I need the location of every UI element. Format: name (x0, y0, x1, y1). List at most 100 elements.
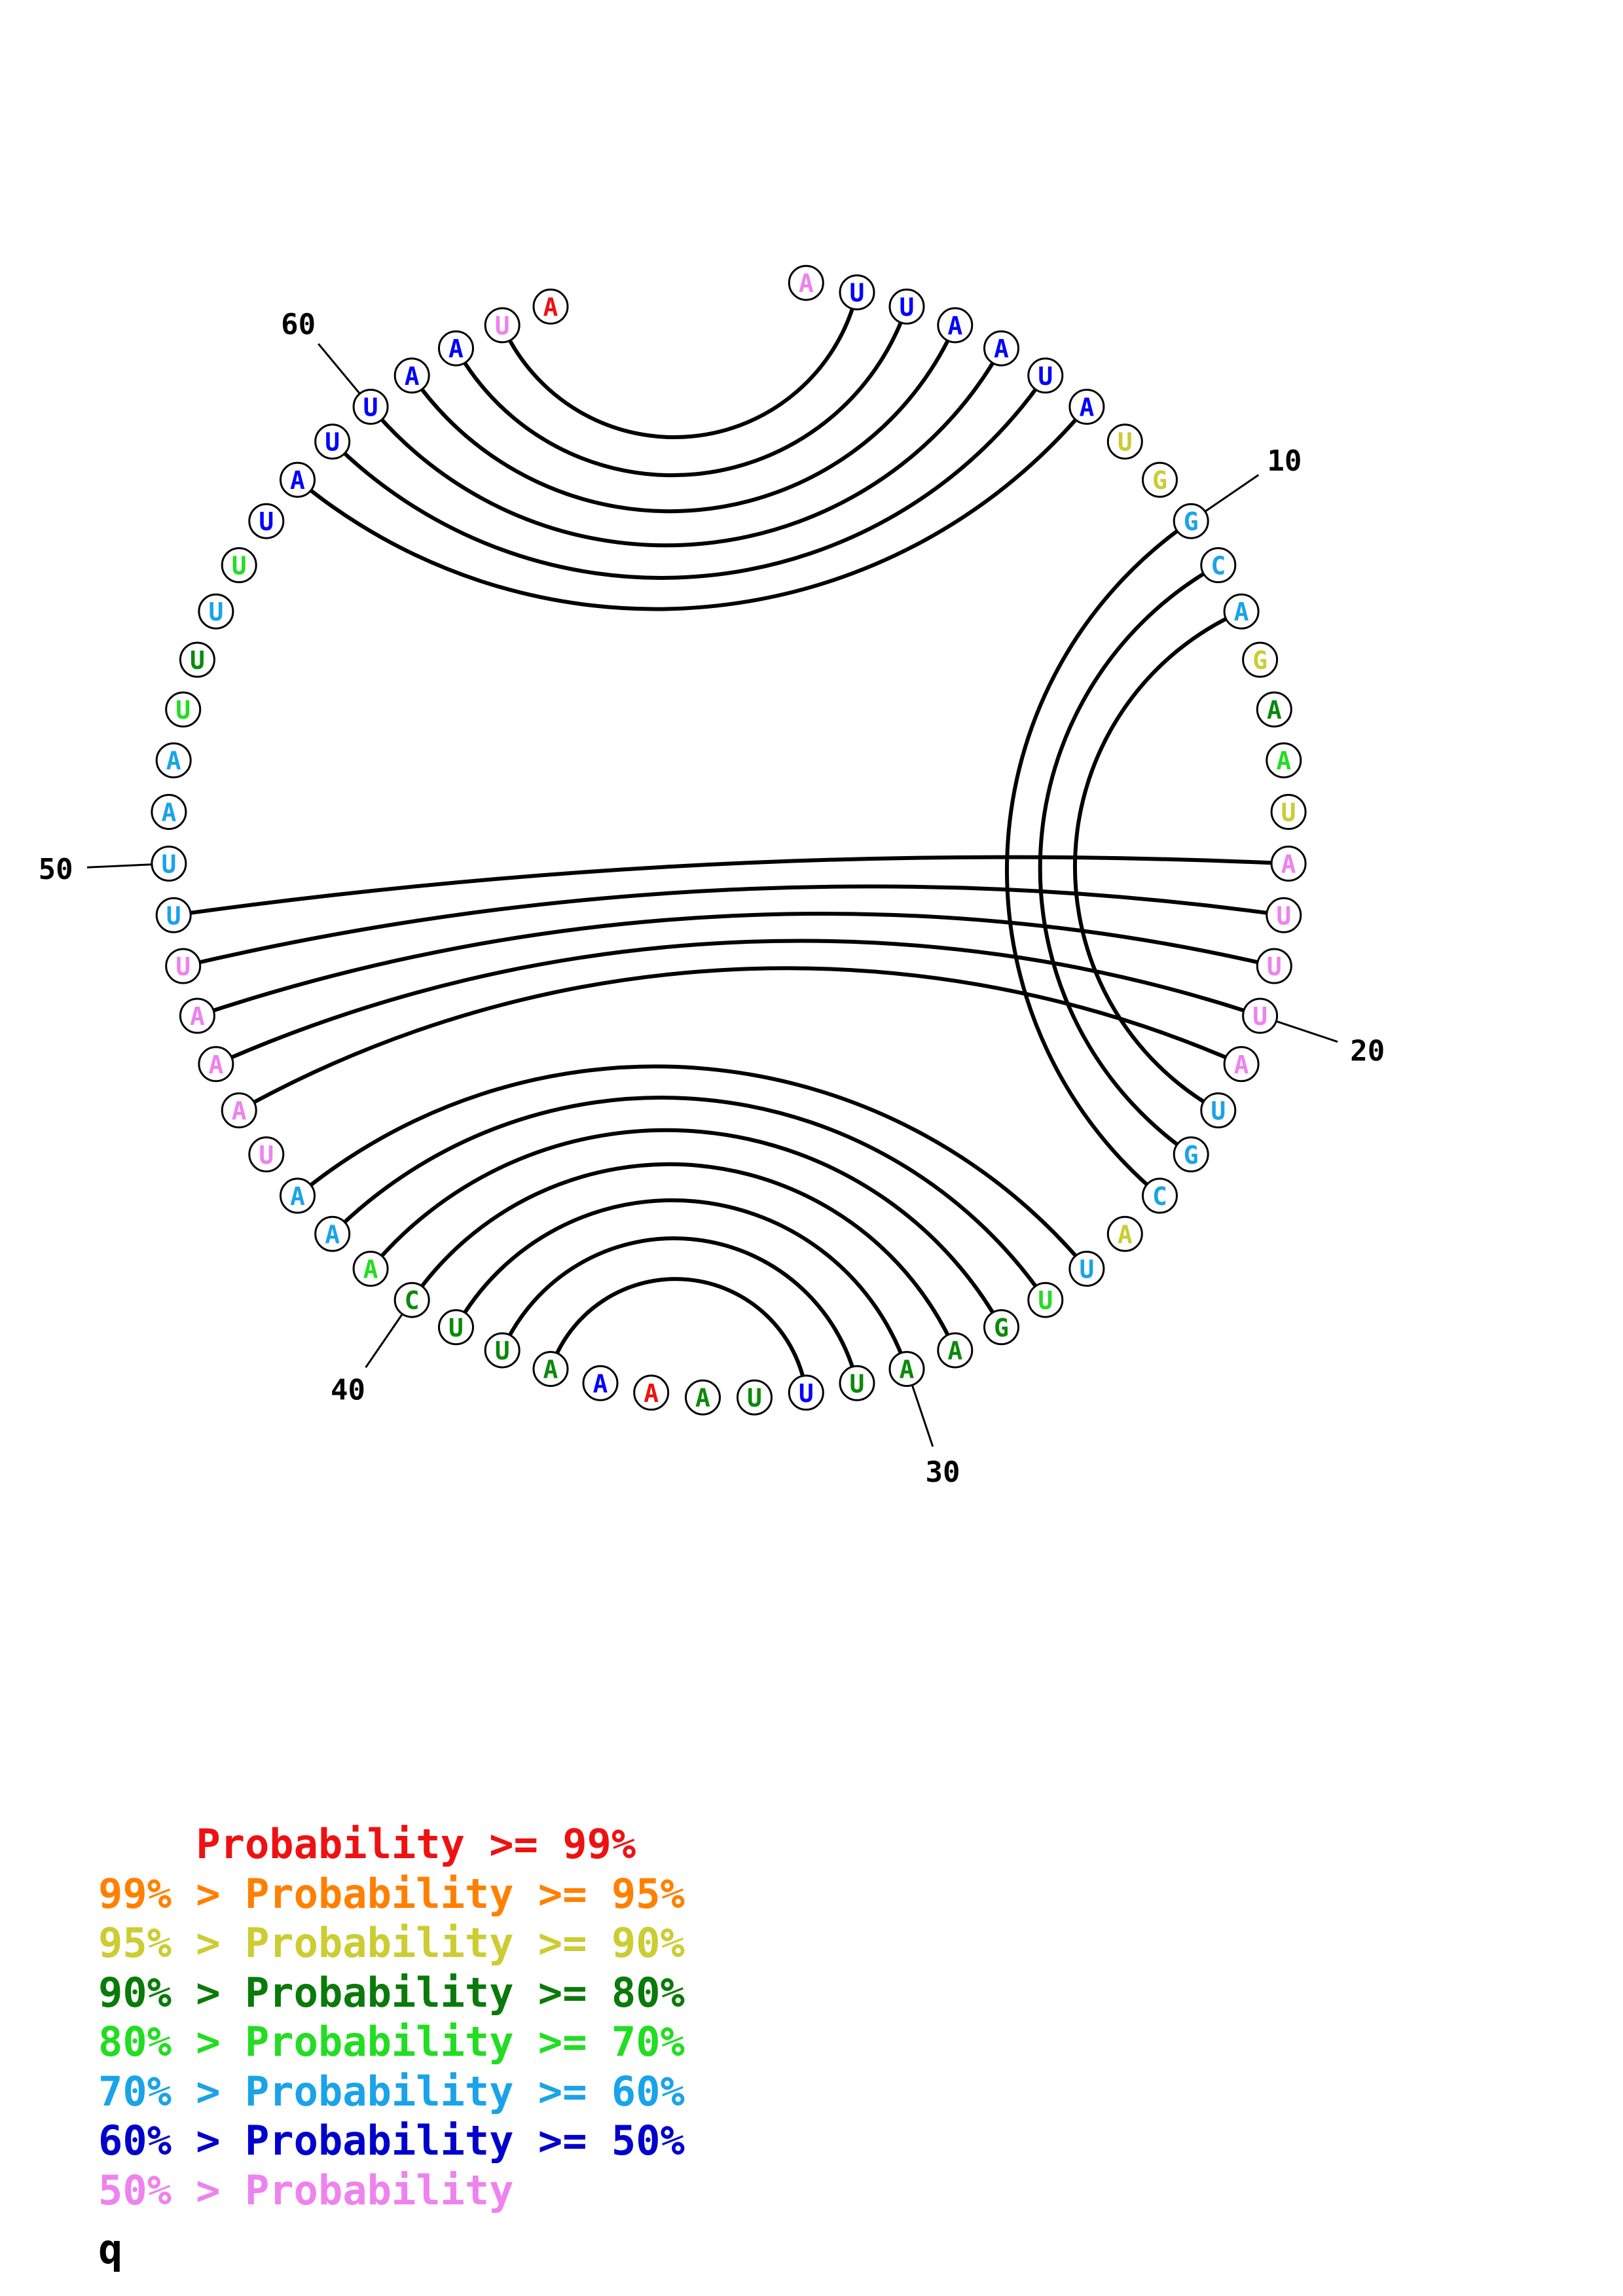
nucleotide-base-34: A (695, 1384, 710, 1412)
legend-threshold: 95% > (98, 1919, 245, 1967)
nucleotide-6: U (1027, 357, 1064, 394)
nucleotide-base-30: A (900, 1355, 915, 1384)
base-pair-arc-27-42 (331, 1096, 1048, 1301)
nucleotide-24: C (1142, 1177, 1178, 1214)
position-label-60: 60 (281, 308, 316, 342)
nucleotide-11: C (1200, 547, 1237, 583)
nucleotide-60: U (352, 389, 389, 425)
position-label-20: 20 (1350, 1035, 1385, 1068)
base-pair-arcs (173, 292, 1289, 1393)
nucleotide-base-8: U (1118, 428, 1133, 457)
nucleotide-base-28: G (994, 1314, 1009, 1342)
nucleotide-base-40: C (405, 1286, 420, 1315)
legend-row-6: 60% > Probability >= 50% (98, 2116, 685, 2166)
nucleotide-5: A (983, 330, 1019, 367)
legend-threshold: 80% > (98, 2018, 245, 2066)
nucleotide-9: G (1142, 461, 1178, 498)
nucleotide-base-41: A (363, 1255, 378, 1284)
nucleotide-base-54: U (190, 646, 205, 675)
position-ticks: 10 20 30 40 50 60 (39, 308, 1385, 1490)
nucleotide-51: A (151, 794, 187, 830)
nucleotide-base-4: A (947, 312, 962, 340)
nucleotide-30: A (888, 1351, 925, 1388)
nucleotide-base-17: A (1281, 850, 1296, 879)
nucleotide-12: A (1223, 593, 1260, 630)
nucleotide-52: A (155, 742, 192, 779)
nucleotide-45: A (221, 1092, 257, 1128)
nucleotide-base-57: U (259, 507, 274, 536)
nucleotide-base-18: U (1276, 901, 1291, 930)
nucleotide-base-48: U (175, 952, 191, 981)
nucleotide-10: G (1173, 503, 1209, 539)
nucleotide-40: C (393, 1282, 430, 1318)
nucleotide-base-31: U (850, 1369, 865, 1398)
nucleotide-42: A (314, 1215, 351, 1252)
base-pair-arc-11-23 (1038, 563, 1220, 1157)
nucleotide-base-27: U (1038, 1286, 1053, 1315)
position-tick-10 (1204, 474, 1260, 512)
legend-threshold (98, 1820, 196, 1868)
legend-row-7: 50% > Probability (98, 2166, 685, 2215)
nucleotide-base-21: A (1234, 1050, 1249, 1079)
position-tick-40 (365, 1313, 403, 1369)
nucleotide-59: U (314, 423, 351, 460)
position-tick-60 (318, 343, 361, 395)
base-pair-arc-18-48 (183, 884, 1285, 968)
nucleotide-base-11: C (1211, 552, 1226, 581)
nucleotide-base-7: A (1079, 393, 1094, 422)
nucleotide-41: A (352, 1251, 389, 1287)
nucleotide-base-1: A (799, 269, 814, 298)
legend-threshold: 60% > (98, 2117, 245, 2164)
nucleotide-base-22: U (1211, 1097, 1226, 1126)
nucleotide-54: U (179, 641, 215, 678)
nucleotide-32: U (788, 1374, 824, 1411)
nucleotide-base-55: U (208, 598, 223, 626)
nucleotide-2: U (839, 274, 875, 311)
nucleotide-17: A (1270, 846, 1307, 882)
nucleotide-22: U (1200, 1092, 1237, 1128)
nucleotide-33: U (737, 1379, 773, 1416)
nucleotide-57: U (248, 503, 285, 539)
nucleotide-50: U (151, 846, 187, 882)
legend-row-3: 90% > Probability >= 80% (98, 1968, 685, 2018)
base-pair-arc-6-59 (331, 374, 1048, 580)
nucleotide-21: A (1223, 1046, 1260, 1083)
nucleotide-28: G (983, 1309, 1019, 1346)
nucleotide-26: U (1068, 1251, 1105, 1287)
nucleotide-43: A (280, 1177, 316, 1214)
legend-label: Probability >= 95% (244, 1869, 685, 1918)
position-label-10: 10 (1267, 444, 1302, 478)
nucleotide-base-47: A (190, 1002, 205, 1031)
nucleotide-4: A (937, 307, 974, 344)
nucleotide-base-6: U (1038, 362, 1053, 391)
base-pair-arc-20-46 (215, 939, 1261, 1066)
nucleotide-35: A (633, 1374, 670, 1411)
legend-label: Probability >= 99% (196, 1820, 636, 1868)
nucleotide-18: U (1266, 897, 1302, 933)
nucleotide-61: A (393, 357, 430, 394)
legend-threshold: 99% > (98, 1869, 245, 1918)
nucleotide-63: U (484, 307, 520, 344)
nucleotide-base-24: C (1152, 1182, 1167, 1211)
base-pair-arc-19-47 (196, 912, 1275, 1018)
nucleotide-25: A (1106, 1215, 1143, 1252)
nucleotide-36: A (582, 1365, 619, 1401)
nucleotide-base-15: A (1276, 747, 1291, 776)
nucleotide-31: U (839, 1365, 875, 1401)
nucleotide-base-53: U (175, 696, 191, 725)
nucleotide-base-5: A (994, 334, 1009, 363)
nucleotide-base-39: U (448, 1314, 464, 1342)
nucleotide-base-51: A (161, 798, 176, 827)
nucleotide-base-19: U (1267, 952, 1282, 981)
nucleotide-ring: A U UAAUAUGGCAGAAUAUUUAUGCAUUGAAUUUAAAAUUC… (151, 264, 1307, 1416)
base-pair-arc-10-24 (1004, 519, 1192, 1198)
footer-mark: q (98, 2225, 123, 2273)
base-pair-arc-26-43 (296, 1064, 1089, 1270)
base-pair-arc-29-40 (410, 1162, 957, 1352)
nucleotide-base-46: A (208, 1050, 223, 1079)
nucleotide-base-25: A (1118, 1220, 1133, 1249)
nucleotide-3: U (888, 288, 925, 325)
nucleotide-base-29: A (947, 1336, 962, 1365)
nucleotide-53: U (165, 691, 202, 728)
